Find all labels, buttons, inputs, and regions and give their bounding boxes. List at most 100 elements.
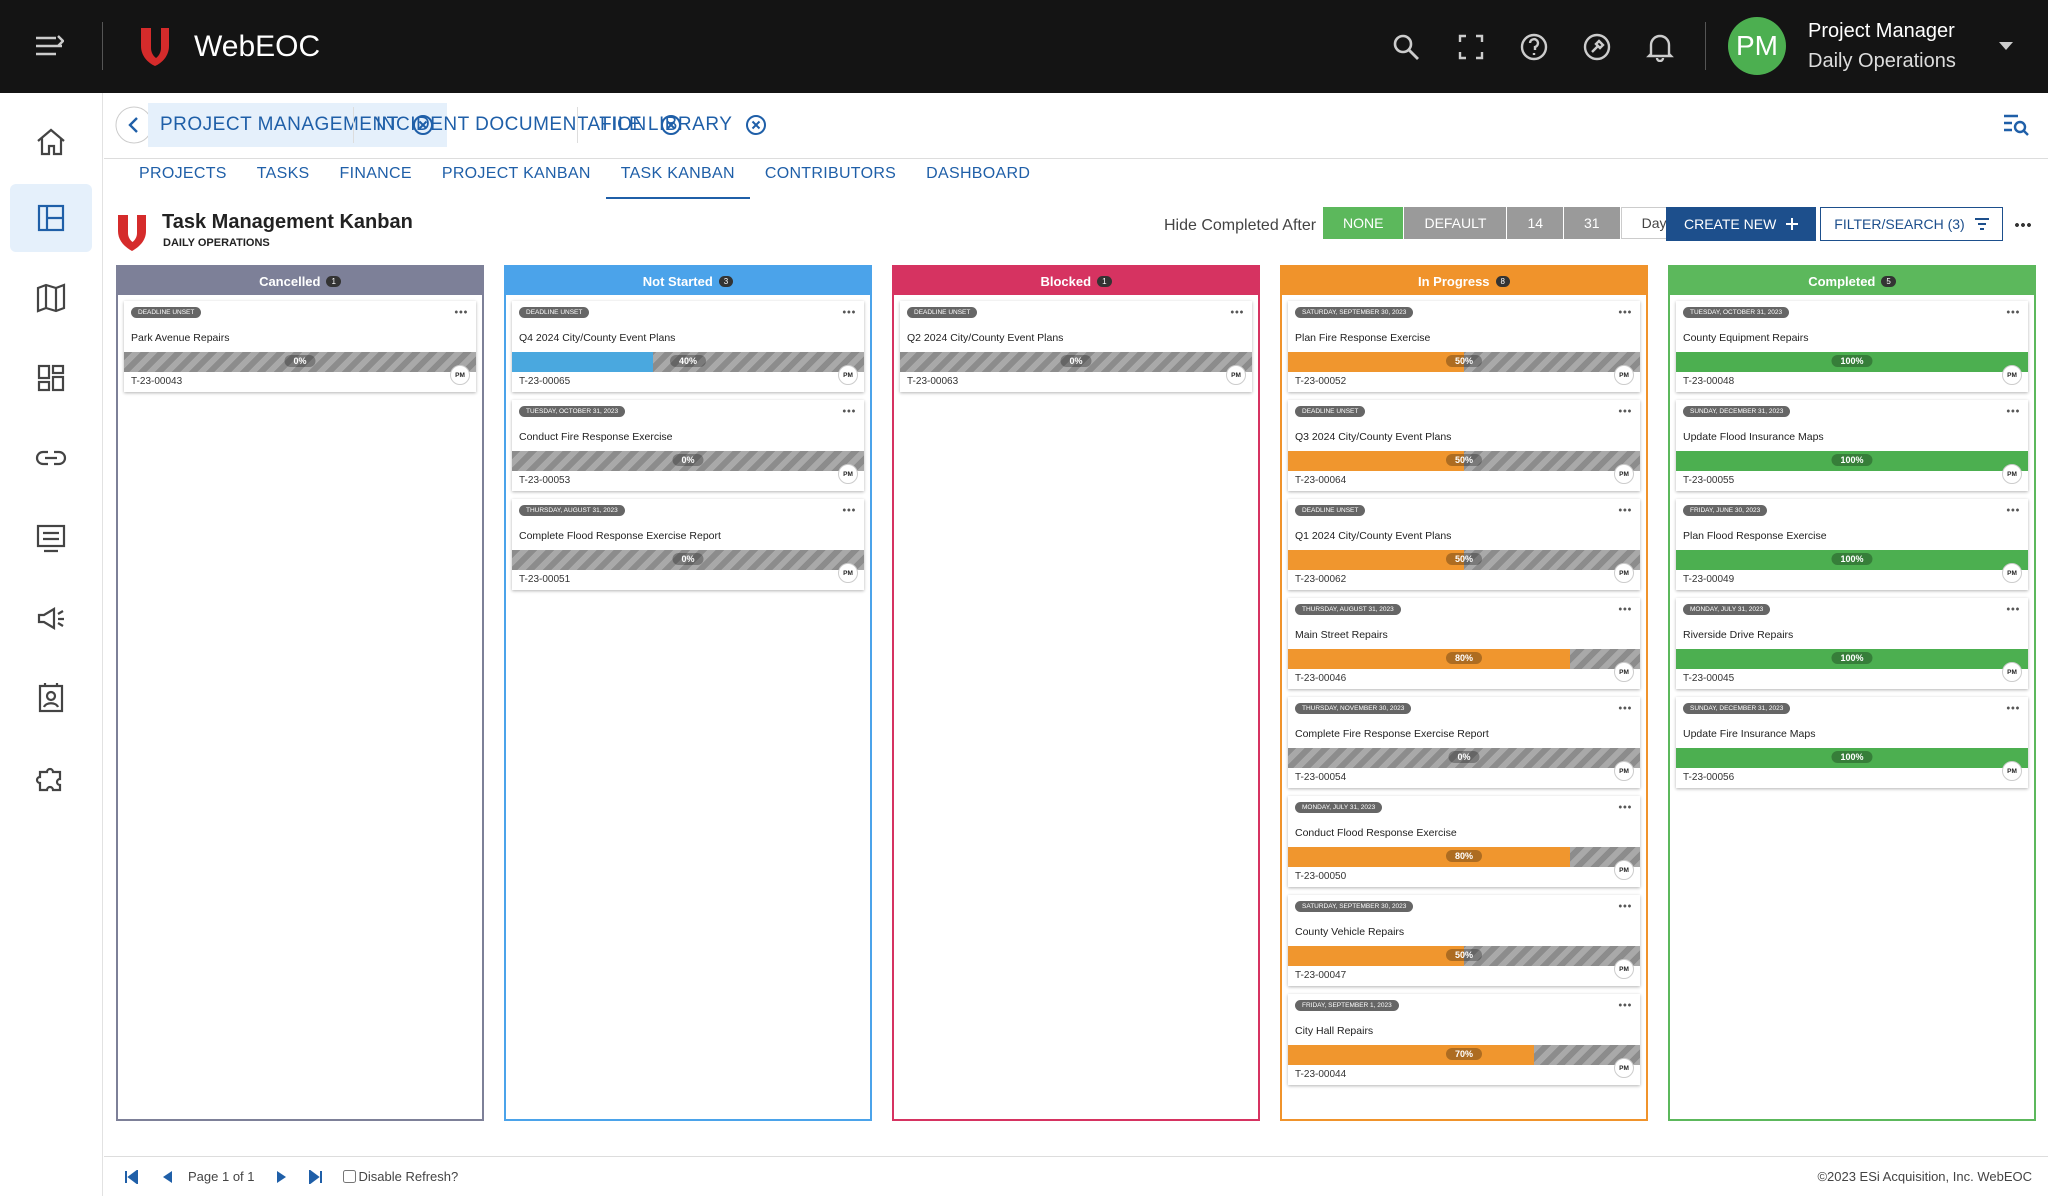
tab[interactable]: PROJECT MANAGEMENT (148, 103, 447, 147)
create-new[interactable]: CREATE NEW (1666, 207, 1817, 241)
sub-nav-item[interactable]: PROJECT KANBAN (441, 165, 591, 182)
progress-track: 0% (900, 352, 1252, 372)
progress-track: 100% (1676, 550, 2028, 570)
hide-option[interactable]: NONE (1323, 207, 1404, 239)
progress-label: 100% (1831, 553, 1873, 565)
task-card[interactable]: DEADLINE UNSET Q3 2024 City/County Event … (1288, 400, 1640, 491)
divider (102, 22, 103, 70)
progress-track: 50% (1288, 451, 1640, 471)
next-page[interactable] (275, 1170, 289, 1184)
tab[interactable]: FILE LIBRARY (588, 103, 780, 147)
column-header: Cancelled 1 (118, 267, 482, 295)
progress-label: 0% (672, 454, 704, 466)
sub-nav-item[interactable]: TASK KANBAN (605, 159, 750, 199)
tab[interactable]: INCIDENT DOCUMENTATION (364, 103, 695, 147)
deadline-chip: SUNDAY, DECEMBER 31, 2023 (1683, 406, 1791, 417)
task-card[interactable]: THURSDAY, AUGUST 31, 2023 Complete Flood … (512, 499, 864, 590)
card-menu[interactable] (1618, 606, 1632, 612)
nav-plugins[interactable] (30, 757, 72, 799)
hide-option[interactable]: 14 (1507, 207, 1564, 239)
prev-page[interactable] (160, 1170, 174, 1184)
tools[interactable] (1582, 32, 1612, 62)
column-count: 5 (1881, 275, 1896, 287)
card-menu[interactable] (1230, 309, 1244, 315)
task-card[interactable]: SATURDAY, SEPTEMBER 30, 2023 Plan Fire Re… (1288, 301, 1640, 392)
card-menu[interactable] (1618, 309, 1632, 315)
card-menu[interactable] (1618, 1002, 1632, 1008)
tab-close[interactable] (659, 113, 683, 137)
disable-refresh[interactable] (342, 1170, 356, 1183)
card-menu[interactable] (2006, 408, 2020, 414)
user-menu[interactable] (1998, 40, 2014, 52)
menu-toggle[interactable] (34, 34, 64, 60)
nav-boards[interactable] (30, 197, 72, 239)
nav-dashboard[interactable] (30, 357, 72, 399)
kanban-column: Not Started 3 DEADLINE UNSET Q4 2024 City/C… (504, 265, 872, 1121)
nav-home[interactable] (30, 121, 72, 163)
progress-label: 100% (1831, 355, 1873, 367)
task-card[interactable]: DEADLINE UNSET Q1 2024 City/County Event … (1288, 499, 1640, 590)
card-menu[interactable] (1618, 507, 1632, 513)
search-toggle[interactable] (2002, 113, 2030, 137)
task-card[interactable]: TUESDAY, OCTOBER 31, 2023 County Equipmen… (1676, 301, 2028, 392)
kanban-column: Cancelled 1 DEADLINE UNSET Park Avenue Repa… (116, 265, 484, 1121)
search[interactable] (1392, 33, 1420, 61)
progress-track: 100% (1676, 649, 2028, 669)
tab-close[interactable] (744, 113, 768, 137)
task-card[interactable]: SUNDAY, DECEMBER 31, 2023 Update Fire Ins… (1676, 697, 2028, 788)
board-more[interactable] (2014, 222, 2032, 228)
sub-nav-item[interactable]: CONTRIBUTORS (764, 165, 897, 182)
nav-contacts[interactable] (30, 677, 72, 719)
tab-close[interactable] (411, 113, 435, 137)
task-card[interactable]: SUNDAY, DECEMBER 31, 2023 Update Flood In… (1676, 400, 2028, 491)
nav-links[interactable] (30, 437, 72, 479)
task-card[interactable]: FRIDAY, SEPTEMBER 1, 2023 City Hall Repai… (1288, 994, 1640, 1085)
kanban-column: In Progress 8 SATURDAY, SEPTEMBER 30, 2023… (1280, 265, 1648, 1121)
card-menu[interactable] (1618, 804, 1632, 810)
card-menu[interactable] (1618, 408, 1632, 414)
card-menu[interactable] (842, 309, 856, 315)
progress-fill (1288, 451, 1464, 471)
card-title: Complete Fire Response Exercise Report (1295, 728, 1489, 740)
sub-nav-item[interactable]: PROJECTS (139, 165, 227, 182)
help[interactable] (1519, 32, 1549, 62)
task-card[interactable]: MONDAY, JULY 31, 2023 Riverside Drive Rep… (1676, 598, 2028, 689)
notifications[interactable] (1646, 32, 1674, 62)
hide-option[interactable]: 31 (1564, 207, 1620, 239)
first-page[interactable] (124, 1169, 138, 1184)
card-menu[interactable] (1618, 903, 1632, 909)
sub-nav-item[interactable]: FINANCE (339, 165, 412, 182)
nav-boards-list[interactable] (30, 517, 72, 559)
card-menu[interactable] (1618, 705, 1632, 711)
card-menu[interactable] (842, 408, 856, 414)
fullscreen[interactable] (1458, 34, 1484, 60)
deadline-chip: THURSDAY, AUGUST 31, 2023 (1295, 604, 1401, 615)
sub-nav-item[interactable]: TASKS (256, 165, 310, 182)
progress-fill (1676, 451, 2028, 471)
card-menu[interactable] (2006, 606, 2020, 612)
task-card[interactable]: MONDAY, JULY 31, 2023 Conduct Flood Respo… (1288, 796, 1640, 887)
card-menu[interactable] (454, 309, 468, 315)
hide-option[interactable]: DEFAULT (1404, 207, 1507, 239)
last-page[interactable] (308, 1169, 323, 1184)
task-id: T-23-00065 (519, 376, 571, 387)
task-card[interactable]: TUESDAY, OCTOBER 31, 2023 Conduct Fire Re… (512, 400, 864, 491)
card-menu[interactable] (2006, 507, 2020, 513)
sub-nav-item[interactable]: DASHBOARD (926, 165, 1031, 182)
filter-search[interactable]: FILTER/SEARCH (3) (1820, 207, 2003, 241)
progress-fill (1676, 748, 2028, 768)
task-card[interactable]: THURSDAY, AUGUST 31, 2023 Main Street Rep… (1288, 598, 1640, 689)
task-card[interactable]: SATURDAY, SEPTEMBER 30, 2023 County Vehic… (1288, 895, 1640, 986)
task-card[interactable]: DEADLINE UNSET Park Avenue Repairs 0% T-23-… (124, 301, 476, 392)
task-card[interactable]: DEADLINE UNSET Q2 2024 City/County Event … (900, 301, 1252, 392)
task-card[interactable]: DEADLINE UNSET Q4 2024 City/County Event … (512, 301, 864, 392)
user-avatar[interactable]: PM (1728, 17, 1786, 75)
card-menu[interactable] (842, 507, 856, 513)
card-menu[interactable] (2006, 705, 2020, 711)
task-card[interactable]: FRIDAY, JUNE 30, 2023 Plan Flood Response… (1676, 499, 2028, 590)
task-card[interactable]: THURSDAY, NOVEMBER 30, 2023 Complete Fire… (1288, 697, 1640, 788)
nav-map[interactable] (30, 277, 72, 319)
nav-announcements[interactable] (30, 597, 72, 639)
card-menu[interactable] (2006, 309, 2020, 315)
